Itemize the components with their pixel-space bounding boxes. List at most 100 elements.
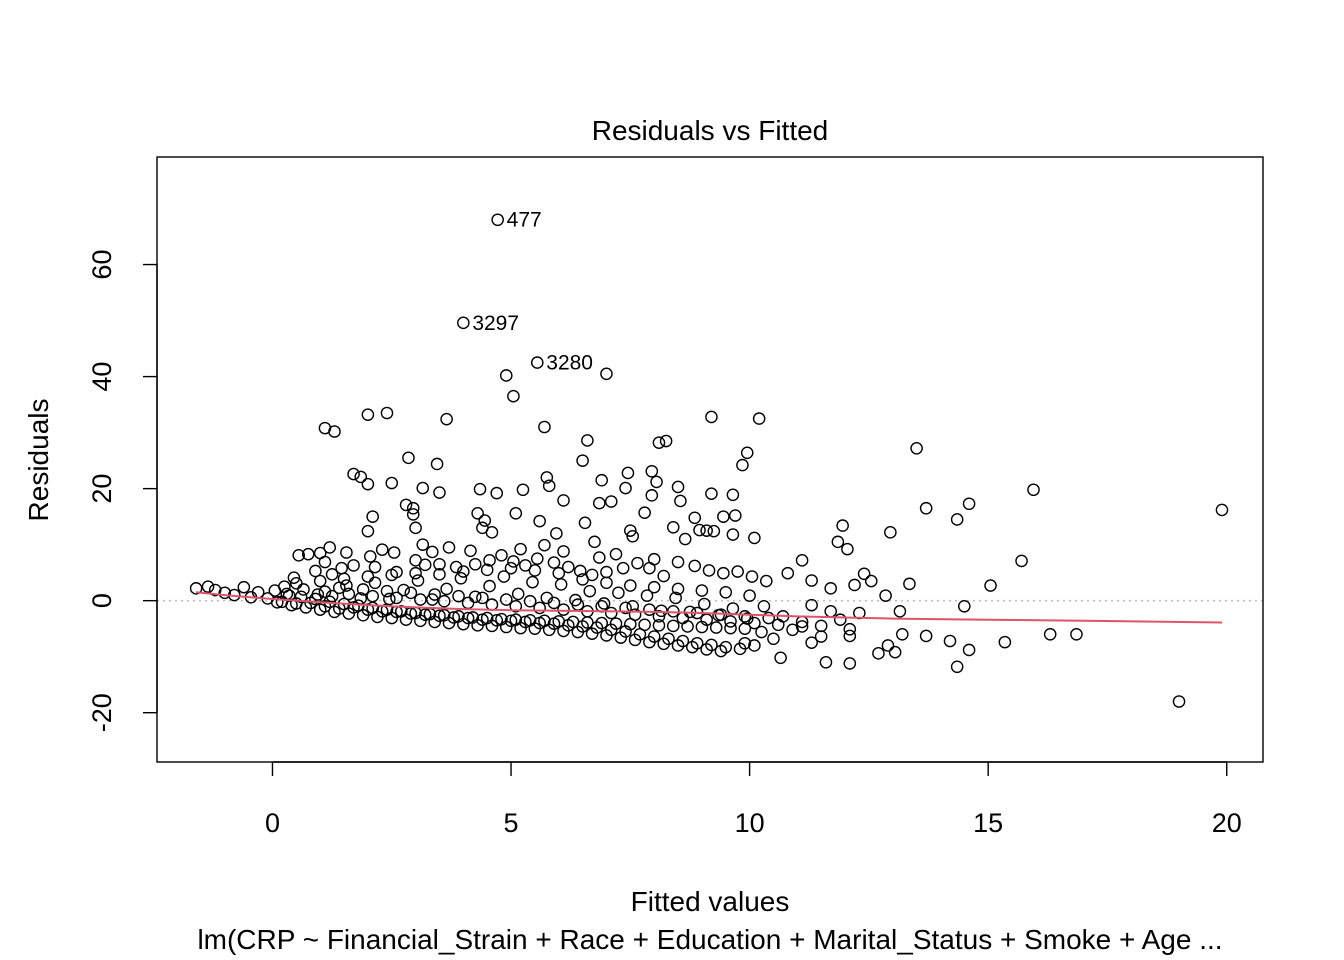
labeled-data-point bbox=[457, 316, 470, 330]
data-point bbox=[717, 510, 730, 523]
smooth-line bbox=[196, 591, 1223, 624]
data-point bbox=[659, 434, 673, 448]
data-point bbox=[678, 532, 692, 546]
data-point bbox=[676, 634, 690, 648]
data-point bbox=[700, 643, 713, 656]
data-point bbox=[287, 571, 301, 584]
data-point bbox=[368, 576, 382, 590]
data-point bbox=[290, 577, 303, 590]
data-point bbox=[895, 627, 909, 641]
data-point bbox=[736, 458, 749, 472]
data-point bbox=[576, 573, 589, 586]
data-point bbox=[879, 589, 892, 602]
data-point bbox=[533, 601, 546, 615]
data-point bbox=[347, 467, 360, 481]
data-point bbox=[805, 598, 818, 612]
data-point bbox=[643, 603, 656, 616]
x-tick-label: 20 bbox=[1212, 808, 1242, 838]
data-point bbox=[437, 594, 451, 608]
data-point bbox=[573, 564, 587, 578]
data-point bbox=[819, 655, 833, 669]
data-point bbox=[523, 594, 537, 608]
data-point bbox=[919, 629, 933, 643]
data-point bbox=[380, 603, 394, 616]
data-point bbox=[538, 614, 551, 628]
data-point bbox=[523, 613, 537, 627]
data-point bbox=[299, 601, 313, 614]
data-point bbox=[342, 587, 356, 601]
data-point bbox=[309, 564, 322, 578]
data-point bbox=[430, 457, 444, 471]
data-point bbox=[950, 660, 964, 674]
data-point bbox=[707, 524, 721, 538]
data-point bbox=[380, 406, 394, 420]
data-point bbox=[748, 639, 761, 652]
data-point bbox=[323, 541, 337, 554]
data-point bbox=[893, 605, 907, 618]
data-point bbox=[595, 473, 608, 487]
data-point bbox=[609, 547, 623, 561]
data-point bbox=[507, 555, 520, 568]
data-point bbox=[433, 486, 446, 499]
data-point bbox=[328, 425, 341, 438]
data-point bbox=[547, 596, 561, 610]
point-label: 3297 bbox=[472, 312, 519, 335]
data-point bbox=[831, 535, 845, 549]
data-point bbox=[495, 612, 508, 626]
data-point bbox=[714, 644, 728, 658]
data-point bbox=[557, 545, 570, 558]
data-point bbox=[903, 577, 916, 591]
data-point bbox=[638, 618, 651, 632]
data-point bbox=[571, 625, 585, 639]
data-point bbox=[709, 621, 723, 634]
data-point bbox=[528, 564, 542, 577]
data-point bbox=[671, 582, 685, 596]
data-point bbox=[361, 408, 375, 421]
data-point bbox=[483, 554, 496, 567]
data-point bbox=[409, 521, 422, 535]
data-point bbox=[325, 589, 339, 603]
data-point bbox=[189, 582, 203, 595]
data-point bbox=[864, 574, 878, 588]
data-point bbox=[566, 615, 580, 629]
data-point bbox=[318, 585, 332, 599]
data-point bbox=[669, 591, 682, 605]
data-point bbox=[552, 566, 566, 580]
data-point bbox=[595, 599, 608, 613]
data-point bbox=[397, 583, 410, 597]
data-point bbox=[671, 555, 685, 569]
data-point bbox=[688, 559, 702, 573]
data-point bbox=[600, 565, 613, 579]
y-axis: -20 0 20 40 60 bbox=[87, 250, 158, 732]
data-point bbox=[958, 599, 971, 613]
data-point bbox=[406, 501, 420, 515]
data-point bbox=[655, 604, 668, 618]
plot-area: 477 3297 3280 bbox=[156, 156, 1264, 763]
data-point bbox=[552, 615, 566, 628]
data-point bbox=[511, 587, 525, 601]
data-point bbox=[702, 564, 716, 577]
data-point bbox=[471, 506, 484, 520]
data-point bbox=[514, 542, 527, 556]
data-point bbox=[745, 570, 759, 583]
data-point bbox=[693, 523, 706, 537]
data-point bbox=[554, 578, 568, 591]
data-point bbox=[640, 589, 654, 602]
labeled-data-point bbox=[491, 213, 504, 227]
data-point bbox=[738, 610, 752, 623]
data-point bbox=[884, 526, 897, 539]
data-point bbox=[468, 557, 482, 571]
data-point bbox=[490, 486, 504, 500]
data-point bbox=[795, 620, 809, 633]
data-point bbox=[416, 481, 430, 495]
data-point bbox=[593, 551, 606, 564]
data-point bbox=[848, 578, 861, 592]
data-point bbox=[485, 526, 499, 539]
data-point bbox=[624, 579, 637, 592]
data-point bbox=[483, 579, 496, 593]
data-point bbox=[843, 622, 857, 636]
data-point bbox=[499, 369, 513, 382]
data-point bbox=[650, 475, 663, 489]
data-point bbox=[774, 651, 787, 665]
